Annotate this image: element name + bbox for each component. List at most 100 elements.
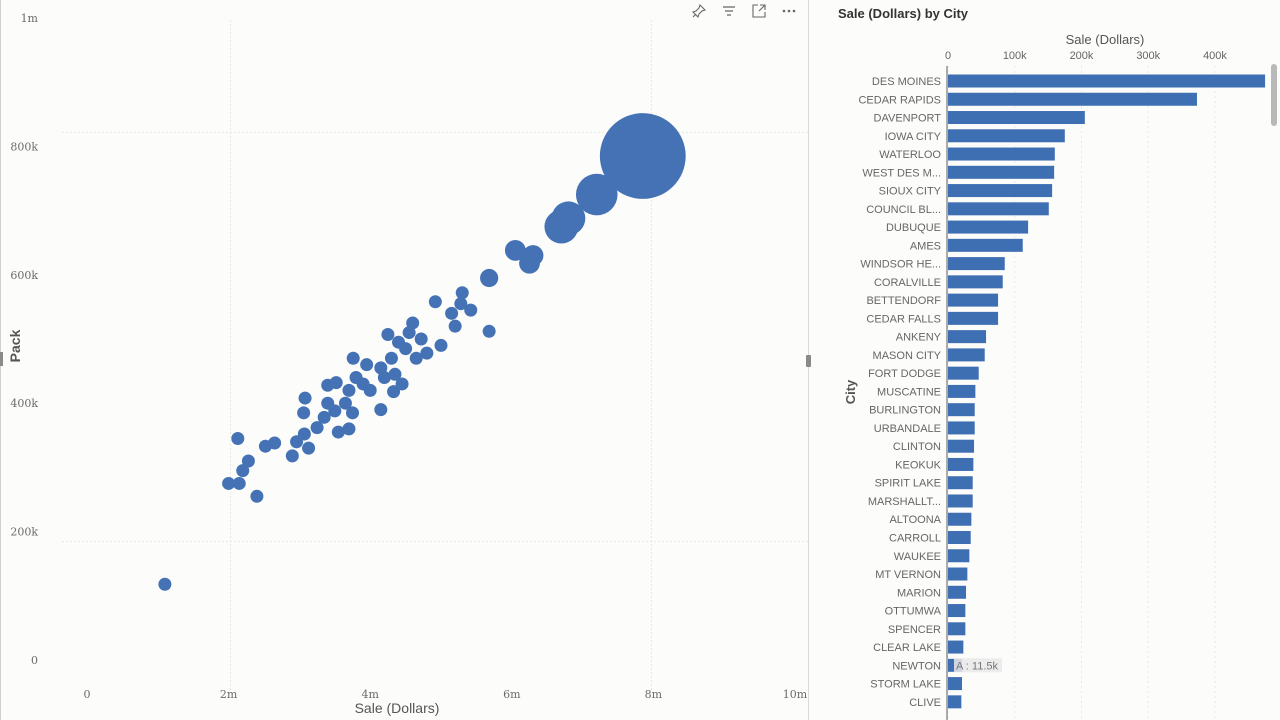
bubble[interactable] xyxy=(434,338,448,352)
bar[interactable] xyxy=(948,202,1049,216)
bar[interactable] xyxy=(948,695,962,709)
bubble[interactable] xyxy=(297,427,311,441)
bubble[interactable] xyxy=(428,295,442,309)
bar[interactable] xyxy=(948,111,1085,125)
bubble[interactable] xyxy=(232,476,246,490)
bar[interactable] xyxy=(948,184,1053,198)
bubble[interactable] xyxy=(363,383,377,397)
bubble[interactable] xyxy=(387,385,401,399)
bubble[interactable] xyxy=(346,351,360,365)
bar-row[interactable]: MARSHALLT... xyxy=(868,494,973,508)
bubble[interactable] xyxy=(464,303,478,317)
bubble[interactable] xyxy=(406,316,420,330)
resize-handle[interactable] xyxy=(806,355,811,367)
bar[interactable] xyxy=(948,476,973,490)
bubble[interactable] xyxy=(455,286,469,300)
bubble[interactable] xyxy=(158,577,172,591)
resize-handle-left[interactable] xyxy=(0,352,3,366)
bubble[interactable] xyxy=(241,454,255,468)
bar-row[interactable]: DES MOINES xyxy=(872,74,1266,89)
bubble[interactable] xyxy=(331,425,345,439)
bar[interactable] xyxy=(948,403,975,417)
bar[interactable] xyxy=(948,622,966,636)
bar[interactable] xyxy=(948,604,966,618)
bar-row[interactable]: IOWA CITY xyxy=(885,129,1065,143)
bubble[interactable] xyxy=(342,383,356,397)
bar-row[interactable]: MT VERNON xyxy=(875,567,968,582)
bar[interactable] xyxy=(948,567,968,581)
bar-row[interactable]: WINDSOR HE... xyxy=(860,257,1005,271)
bar-row[interactable]: ALTOONA xyxy=(889,512,972,527)
bar-row[interactable]: CEDAR FALLS xyxy=(866,311,999,326)
bubble[interactable] xyxy=(360,358,374,372)
bar-row[interactable]: DUBUQUE xyxy=(886,220,1029,235)
bar-row[interactable]: FORT DODGE xyxy=(868,366,979,381)
bubble[interactable] xyxy=(399,342,413,356)
bar-row[interactable]: CLEAR LAKE xyxy=(873,640,964,655)
bubble[interactable] xyxy=(250,489,264,503)
bar-row[interactable]: MUSCATINE xyxy=(877,384,976,399)
bubble[interactable] xyxy=(551,201,586,236)
bar-row[interactable]: KEOKUK xyxy=(895,457,974,472)
bubble[interactable] xyxy=(346,406,359,420)
bar-row[interactable]: CEDAR RAPIDS xyxy=(858,92,1197,107)
bubble[interactable] xyxy=(285,449,299,463)
more-options-icon[interactable] xyxy=(774,0,804,22)
bar[interactable] xyxy=(948,92,1197,106)
bar[interactable] xyxy=(948,494,973,508)
bar[interactable] xyxy=(948,531,971,544)
bubble[interactable] xyxy=(454,297,468,311)
filter-icon[interactable] xyxy=(714,0,744,22)
bubble[interactable] xyxy=(381,328,395,342)
bubble[interactable] xyxy=(504,240,526,261)
bar-row[interactable]: WAUKEE xyxy=(894,549,970,563)
bar[interactable] xyxy=(948,457,974,471)
bar-row[interactable]: MASON CITY xyxy=(873,348,985,362)
bubble[interactable] xyxy=(236,464,250,478)
bar[interactable] xyxy=(948,421,975,435)
bar-row[interactable]: AMES xyxy=(910,238,1023,253)
bar[interactable] xyxy=(948,640,964,654)
bar-row[interactable]: BURLINGTON xyxy=(869,403,975,417)
bar[interactable] xyxy=(948,549,970,563)
bar-row[interactable]: SIOUX CITY xyxy=(879,184,1053,198)
bar[interactable] xyxy=(948,275,1003,289)
bubble[interactable] xyxy=(298,391,312,405)
scrollbar-thumb[interactable] xyxy=(1271,64,1277,126)
bubble[interactable] xyxy=(268,436,282,450)
bubble[interactable] xyxy=(374,361,388,375)
bubble[interactable] xyxy=(338,396,352,410)
bar[interactable] xyxy=(948,311,999,325)
bar-row[interactable]: ANKENY xyxy=(896,330,987,344)
bar[interactable] xyxy=(948,129,1065,143)
bar[interactable] xyxy=(948,348,985,362)
bar[interactable] xyxy=(948,512,972,526)
bar-row[interactable]: DAVENPORT xyxy=(874,111,1085,125)
bubble[interactable] xyxy=(231,432,245,446)
bar-row[interactable]: URBANDALE xyxy=(874,421,975,435)
bar-row[interactable]: OTTUMWA xyxy=(885,604,966,618)
bar[interactable] xyxy=(948,257,1005,271)
bubble[interactable] xyxy=(297,406,311,420)
bar[interactable] xyxy=(948,220,1029,234)
bar-row[interactable]: WATERLOO xyxy=(879,147,1055,162)
bubble[interactable] xyxy=(448,319,462,333)
bubble[interactable] xyxy=(374,403,388,417)
bubble[interactable] xyxy=(317,410,331,424)
bar[interactable] xyxy=(948,439,975,453)
bubble[interactable] xyxy=(222,476,236,490)
bar-row[interactable]: NEWTON A : 11.5k xyxy=(892,658,1002,673)
bar[interactable] xyxy=(948,165,1055,179)
bubble[interactable] xyxy=(329,376,343,390)
bar-row[interactable]: CLIVE xyxy=(909,695,962,709)
bubble[interactable] xyxy=(342,422,356,436)
bar[interactable] xyxy=(948,366,979,380)
bar[interactable] xyxy=(948,74,1266,88)
bar[interactable] xyxy=(948,330,987,344)
bar-row[interactable]: MARION xyxy=(897,585,967,600)
bubble[interactable] xyxy=(388,367,402,381)
bar[interactable] xyxy=(948,677,963,691)
bar-row[interactable]: STORM LAKE xyxy=(870,677,963,691)
bar-row[interactable]: CLINTON xyxy=(893,439,975,454)
pin-icon[interactable] xyxy=(684,0,714,22)
